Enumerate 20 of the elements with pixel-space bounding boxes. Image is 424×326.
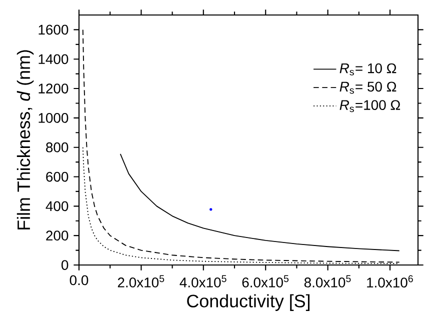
x-tick-label: 6.0x10$^{5}$ <box>242 275 289 288</box>
x-tick-label: 4.0x10$^{5}$ <box>180 275 226 288</box>
legend-label: R$_{s}$= 50 Ω <box>340 82 396 94</box>
y-tick-label: 600 <box>46 172 68 182</box>
x-axis-title: Conductivity [S] <box>187 294 310 311</box>
x-tick-label: 8.0x10$^{5}$ <box>304 275 351 288</box>
y-tick-label: 200 <box>46 230 68 241</box>
x-tick-label: 2.0x10$^{5}$ <box>118 275 164 288</box>
legend-label: R$_{s}$=100 Ω <box>340 100 400 112</box>
y-tick-label: 1600 <box>38 24 68 35</box>
x-tick-label: 0.0 <box>70 275 88 286</box>
legend-label: R$_{s}$= 10 Ω <box>340 63 396 76</box>
y-axis-title: Film Thickness, d (nm) <box>16 50 34 230</box>
y-tick-label: 1200 <box>38 84 68 94</box>
y-tick-label: 1400 <box>38 54 68 64</box>
y-tick-label: 1000 <box>38 113 68 123</box>
y-tick-label: 400 <box>46 201 68 212</box>
y-tick-label: 0 <box>62 260 68 270</box>
y-tick-label: 800 <box>46 142 68 152</box>
x-tick-label: 1.0x10$^{6}$ <box>367 275 413 288</box>
